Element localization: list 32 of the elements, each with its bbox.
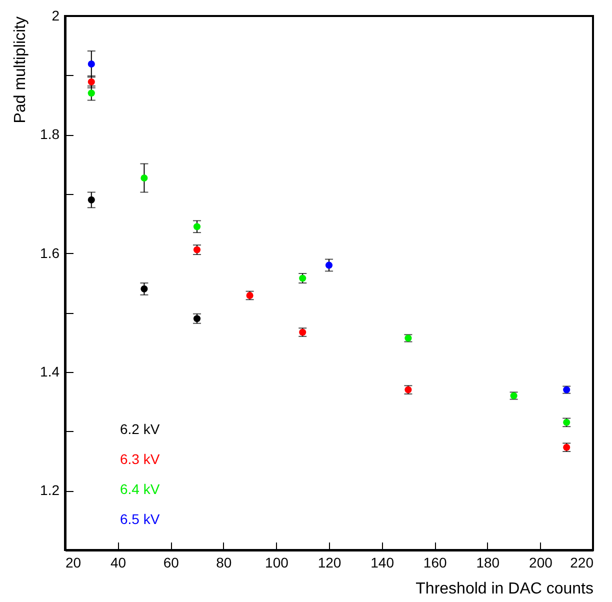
y-tick-label: 2	[52, 8, 60, 24]
point	[193, 223, 201, 230]
point	[325, 262, 333, 269]
x-axis-title: Threshold in DAC counts	[416, 580, 594, 598]
point	[140, 174, 148, 182]
y-tick-label: 1.8	[40, 126, 60, 142]
x-tick-label: 40	[110, 554, 126, 570]
point	[193, 246, 201, 254]
point	[88, 196, 95, 204]
text: 6.3 kV	[120, 451, 160, 467]
y-tick-label: 1.2	[40, 482, 60, 498]
text: 6.5 kV	[120, 511, 160, 527]
x-tick-label: 140	[370, 554, 394, 570]
x-tick-label: 120	[318, 554, 342, 570]
x-tick-label: 180	[476, 554, 500, 570]
x-tick-label: 60	[163, 554, 180, 570]
text: 6.4 kV	[120, 481, 160, 497]
y-tick-label: 1.6	[40, 244, 60, 261]
point	[88, 90, 95, 97]
x-tick-label: 80	[216, 554, 232, 570]
x-tick-label: 160	[423, 554, 447, 570]
y-tick-label: 1.4	[40, 364, 60, 380]
x-tick-label: 20	[66, 554, 82, 570]
point	[88, 78, 95, 86]
x-tick-label: 220	[570, 554, 594, 570]
y-axis-title: Pad multiplicity	[12, 16, 30, 124]
point	[88, 60, 95, 68]
point	[140, 285, 148, 292]
point	[193, 315, 201, 322]
x-tick-label: 200	[529, 554, 553, 570]
x-tick-label: 100	[265, 554, 289, 570]
text: 6.2 kV	[120, 421, 160, 437]
